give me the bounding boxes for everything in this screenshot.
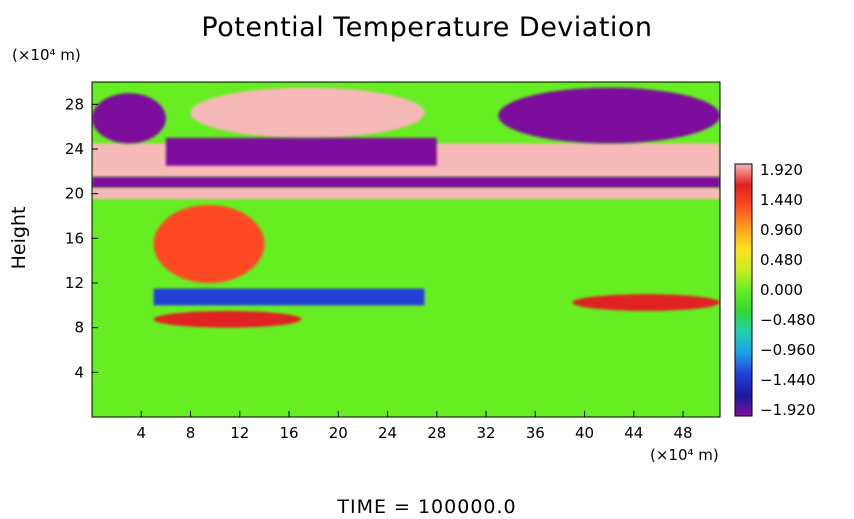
heatmap-region-purple-thin-band <box>92 176 720 189</box>
heatmap-region-pink-patch-right <box>572 294 720 311</box>
x-tick-label: 12 <box>230 424 249 442</box>
x-tick-label: 36 <box>526 424 545 442</box>
y-tick-label: 12 <box>65 274 84 292</box>
colorbar-tick-label: 1.440 <box>760 191 803 209</box>
heatmap-region-upper-pink-center <box>190 87 425 138</box>
y-tick-label: 4 <box>74 363 84 381</box>
y-axis: 4 8 12 16 20 24 28 <box>65 95 98 381</box>
y-tick-label: 8 <box>74 319 84 337</box>
colorbar-tick-label: 0.960 <box>760 221 803 239</box>
colorbar-tick-label: −0.960 <box>760 341 816 359</box>
x-tick-label: 48 <box>674 424 693 442</box>
chart-title: Potential Temperature Deviation <box>201 12 653 43</box>
colorbar-gradient <box>734 163 753 417</box>
colorbar: 1.920 1.440 0.960 0.480 0.000 −0.480 −0.960 −1.… <box>734 161 816 419</box>
x-tick-label: 24 <box>378 424 397 442</box>
y-tick-label: 16 <box>65 229 84 247</box>
x-tick-label: 16 <box>279 424 298 442</box>
x-tick-label: 28 <box>427 424 446 442</box>
y-tick-label: 28 <box>65 95 84 113</box>
x-tick-label: 20 <box>329 424 348 442</box>
colorbar-tick-label: 0.000 <box>760 281 803 299</box>
heatmap-region-red-patch <box>153 204 265 283</box>
x-axis: 4 8 12 16 20 24 28 32 36 40 44 48 <box>136 411 693 442</box>
heatmap-region-pink-band-lower <box>92 188 720 200</box>
y-tick-label: 24 <box>65 140 84 158</box>
x-tick-label: 44 <box>624 424 643 442</box>
plot-frame <box>91 81 721 418</box>
heatmap-region-mid-purple-band <box>165 137 437 166</box>
colorbar-tick-label: −1.920 <box>760 401 816 419</box>
heatmap-region-upper-purple-left <box>92 93 166 144</box>
heatmap-region-blue-band <box>153 288 425 306</box>
x-tick-label: 8 <box>186 424 196 442</box>
plot-area <box>92 82 720 417</box>
x-tick-label: 32 <box>476 424 495 442</box>
heatmap-region-pink-patch-left <box>153 310 302 328</box>
y-axis-unit: (×10⁴ m) <box>12 46 81 64</box>
time-footer: TIME = 100000.0 <box>337 496 517 518</box>
x-tick-label: 4 <box>136 424 146 442</box>
colorbar-tick-label: −0.480 <box>760 311 816 329</box>
y-tick-label: 20 <box>65 185 84 203</box>
colorbar-tick-label: −1.440 <box>760 371 816 389</box>
heatmap-region-upper-purple-right <box>498 87 720 144</box>
x-tick-label: 40 <box>575 424 594 442</box>
colorbar-tick-label: 0.480 <box>760 251 803 269</box>
colorbar-tick-label: 1.920 <box>760 161 803 179</box>
x-axis-unit: (×10⁴ m) <box>650 446 719 464</box>
